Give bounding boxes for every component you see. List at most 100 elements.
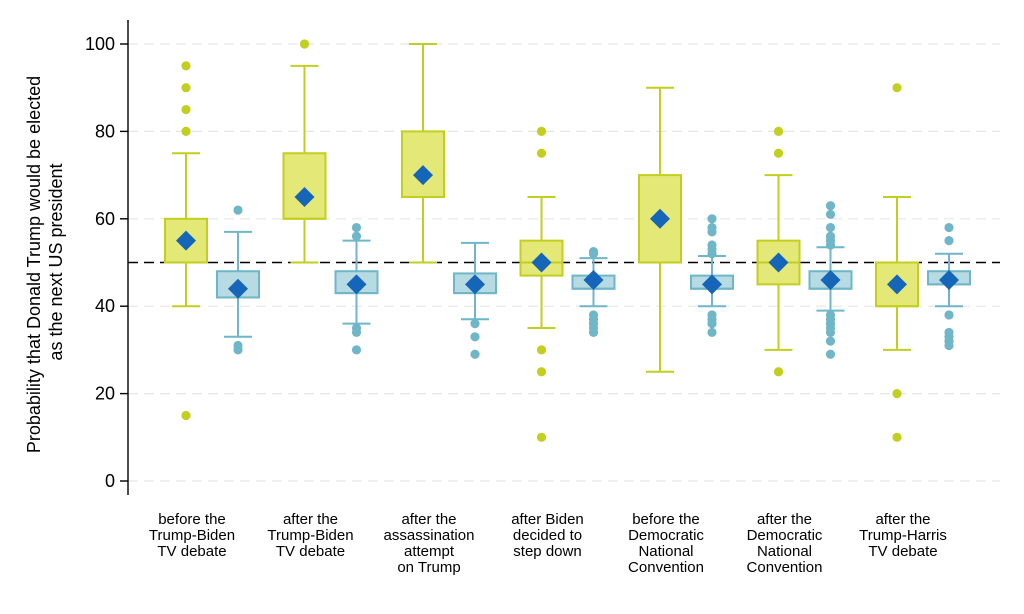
box-a-3 [519,126,564,442]
outlier-point [773,148,784,158]
outlier-point [773,126,784,136]
outlier-point [351,327,362,338]
outlier-point [181,61,191,71]
y-axis-label-line-1: Probability that Donald Trump would be e… [24,76,44,453]
outlier-point [470,349,480,359]
outlier-point [773,367,784,377]
category-label-line: assassination [384,527,475,544]
y-tick-label-60: 60 [95,209,115,229]
outlier-point [181,83,191,93]
outlier-point [588,327,599,338]
category-label-line: after the [401,511,456,528]
mean-marker [583,269,604,290]
category-label-3: after Biden decided to step down [511,511,584,560]
category-label-line: Convention [747,559,823,576]
outlier-point [707,227,717,237]
outlier-point [707,214,717,224]
outlier-point [825,201,836,211]
mean-marker [294,186,315,207]
category-label-line: before the [632,511,700,528]
outlier-point [944,236,954,246]
mean-marker [939,269,959,290]
category-label-1: after the Trump-Biden TV debate [267,511,353,560]
outlier-point [536,367,547,377]
y-tick-label-80: 80 [95,121,115,141]
y-tick-label-40: 40 [95,296,115,316]
category-label-line: TV debate [868,543,937,560]
outlier-point [536,126,547,136]
iqr-box [875,261,919,308]
mean-marker [702,274,722,295]
outlier-point [707,249,717,259]
outlier-point [707,319,717,329]
outlier-point [707,327,717,338]
outlier-point [944,222,954,233]
outlier-point [181,126,191,136]
outlier-point [825,349,836,359]
iqr-box [401,130,445,198]
y-axis: 0 20 40 60 80 100 [85,20,129,495]
box-a-4 [638,86,682,373]
y-axis-label: Probability that Donald Trump would be e… [24,71,66,453]
category-label-line: National [757,543,812,560]
category-label-line: TV debate [276,543,345,560]
outlier-point [233,345,243,355]
outlier-point [470,332,480,342]
outlier-point [181,410,191,421]
category-label-6: after the Trump-Harris TV debate [859,511,947,560]
mean-marker [176,230,196,251]
category-label-line: on Trump [397,559,460,576]
category-label-line: Democratic [747,527,823,544]
category-label-line: step down [513,543,581,560]
mean-marker [346,274,367,295]
category-label-line: Trump-Biden [267,527,353,544]
outlier-point [588,249,599,259]
y-axis-label-line-2: as the next US president [46,163,66,360]
outlier-point [892,83,902,93]
mean-marker [650,208,670,229]
box-b-0 [216,205,260,355]
mean-marker [465,274,485,295]
outlier-point [892,389,902,399]
outlier-point [944,310,954,320]
category-label-0: before the Trump-Biden TV debate [149,511,235,560]
category-label-line: TV debate [157,543,226,560]
category-label-line: before the [158,511,226,528]
iqr-box [282,152,327,220]
category-label-line: Convention [628,559,704,576]
outlier-point [825,240,836,250]
outlier-point [825,336,836,346]
box-b-3 [571,246,616,338]
boxes-layer [164,39,971,442]
outlier-point [351,231,362,241]
box-a-1 [282,39,327,264]
outlier-point [351,222,362,233]
box-a-0 [164,61,208,421]
category-label-line: decided to [513,527,582,544]
gridlines [128,43,1000,482]
outlier-point [536,432,547,442]
box-b-4 [690,214,734,338]
box-b-6 [927,222,971,351]
box-a-6 [875,83,919,442]
y-tick-label-20: 20 [95,384,115,404]
category-label-line: after the [757,511,812,528]
category-label-line: Trump-Harris [859,527,947,544]
mean-marker [228,278,248,299]
category-label-line: National [638,543,693,560]
category-label-5: after the Democratic National Convention [747,511,823,576]
outlier-point [470,319,480,329]
outlier-point [299,39,310,49]
category-label-line: Trump-Biden [149,527,235,544]
box-b-1 [334,222,379,355]
outlier-point [536,148,547,158]
mean-marker [531,252,552,273]
outlier-point [536,345,547,355]
box-a-2 [401,43,445,264]
mean-marker [887,274,907,295]
outlier-point [825,209,836,220]
outlier-point [944,340,954,351]
outlier-point [825,222,836,233]
